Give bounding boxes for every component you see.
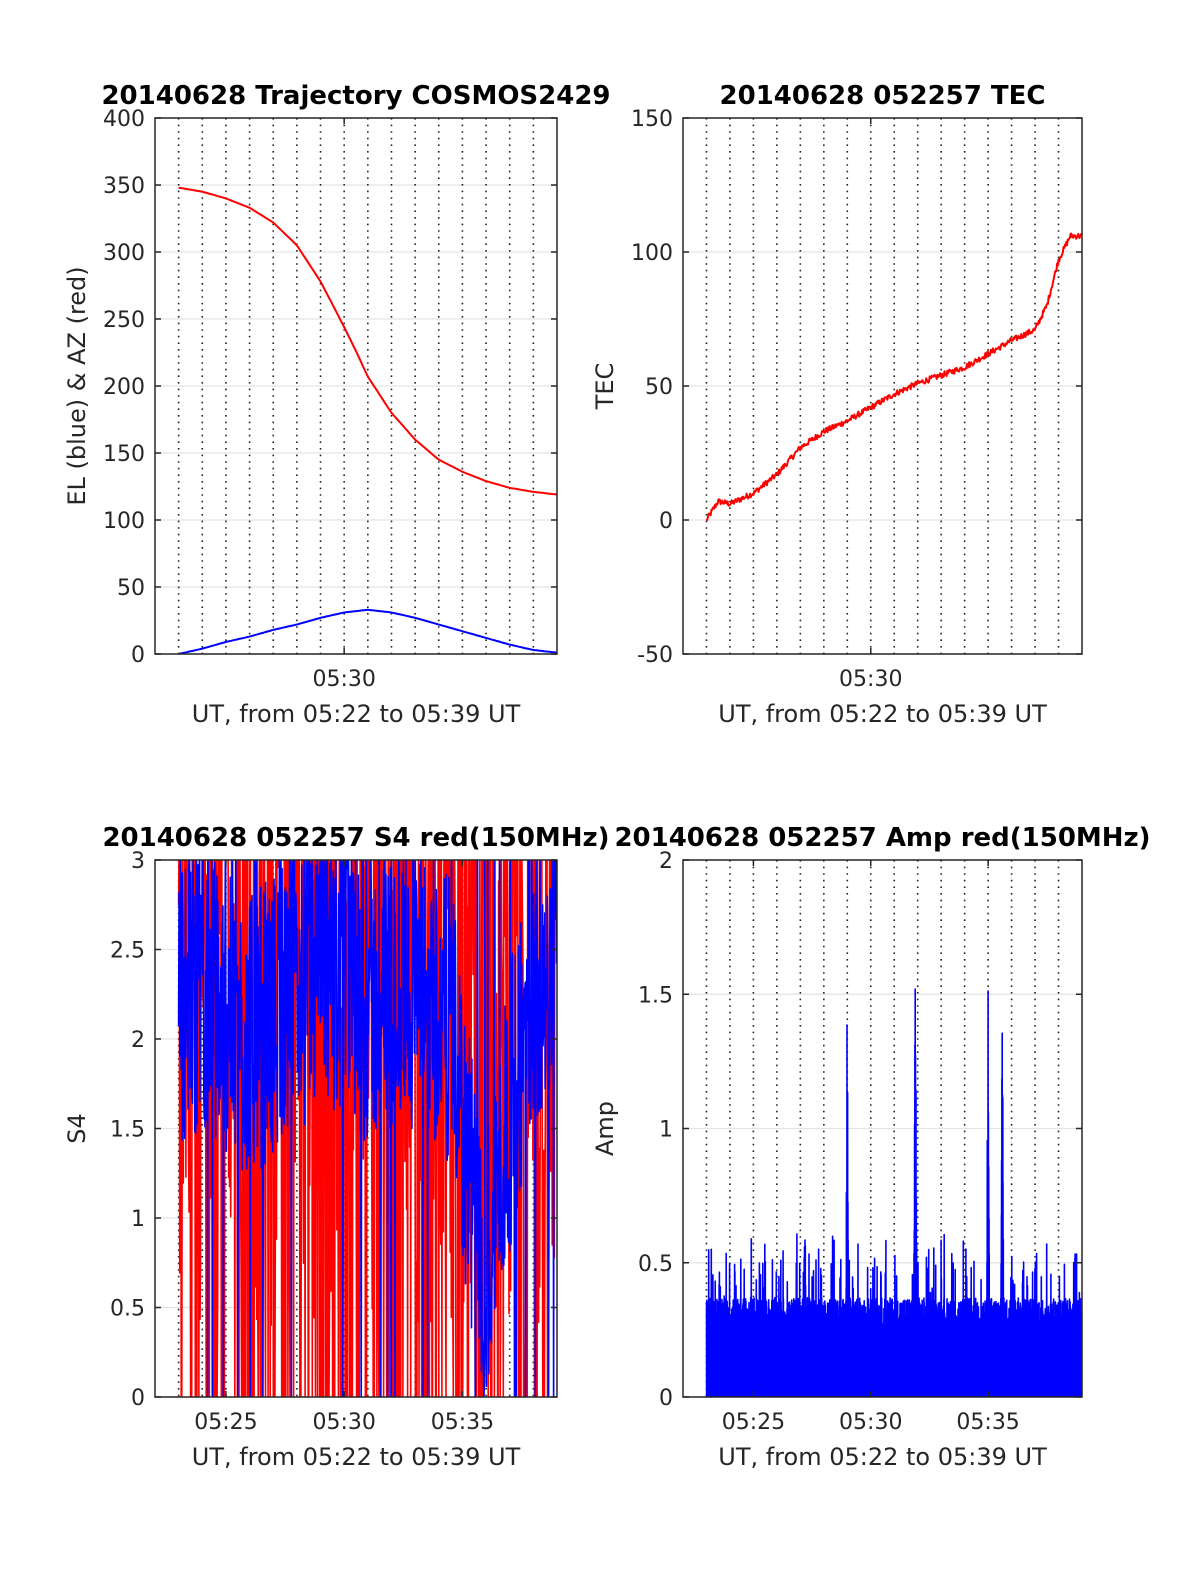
x-tick-label: 05:35 — [431, 1410, 494, 1435]
series-line-1 — [705, 988, 1082, 1397]
y-tick-label: 150 — [631, 107, 673, 132]
y-tick-label: 1.5 — [638, 983, 673, 1008]
y-tick-label: 250 — [103, 308, 145, 333]
y-tick-label: 200 — [103, 375, 145, 400]
chart-title: 20140628 052257 S4 red(150MHz) — [102, 823, 609, 853]
y-tick-label: 3 — [131, 849, 145, 874]
y-tick-label: 1 — [659, 1118, 673, 1143]
series-line-1 — [178, 186, 557, 496]
series-group — [705, 232, 1082, 521]
series-line-2 — [178, 608, 557, 654]
y-tick-label: -50 — [637, 643, 673, 668]
chart-2: -50 0 50 100 150 05:30 20140628 052257 TEC UT, … — [591, 81, 1083, 728]
y-tick-label: 0.5 — [110, 1297, 145, 1322]
series-group — [177, 860, 557, 1397]
y-tick-label: 50 — [117, 576, 145, 601]
x-tick-label: 05:35 — [956, 1410, 1019, 1435]
y-tick-label: 300 — [103, 241, 145, 266]
y-tick-label: 0 — [659, 509, 673, 534]
series-group — [178, 186, 557, 654]
series-group — [705, 988, 1082, 1397]
x-axis-label: UT, from 05:22 to 05:39 UT — [192, 1443, 521, 1471]
y-tick-label: 350 — [103, 174, 145, 199]
y-tick-label: 0.5 — [638, 1252, 673, 1277]
x-tick-label: 05:30 — [312, 667, 375, 692]
chart-4: 0 0.5 1 1.5 2 05:25 05:30 05:35 20140628 052257 … — [591, 823, 1151, 1471]
x-tick-label: 05:30 — [839, 1410, 902, 1435]
chart-title: 20140628 052257 Amp red(150MHz) — [614, 823, 1150, 853]
y-tick-label: 2.5 — [110, 939, 145, 964]
y-tick-label: 50 — [645, 375, 673, 400]
series-line-2 — [177, 860, 557, 1397]
y-tick-label: 100 — [103, 509, 145, 534]
y-tick-label: 0 — [659, 1386, 673, 1411]
x-tick-label: 05:30 — [312, 1410, 375, 1435]
y-axis-label: TEC — [591, 363, 619, 411]
y-axis-label: S4 — [63, 1113, 91, 1144]
y-axis-label: EL (blue) & AZ (red) — [63, 266, 91, 505]
y-tick-label: 100 — [631, 241, 673, 266]
y-axis-label: Amp — [591, 1101, 619, 1156]
y-tick-label: 2 — [659, 849, 673, 874]
chart-title: 20140628 Trajectory COSMOS2429 — [101, 81, 610, 111]
chart-1: 0 50 100 150 200 250 300 350 400 05:30 20140628 Tr… — [63, 81, 611, 728]
y-tick-label: 1 — [131, 1207, 145, 1232]
x-axis-label: UT, from 05:22 to 05:39 UT — [718, 700, 1047, 728]
chart-title: 20140628 052257 TEC — [720, 81, 1046, 111]
x-tick-label: 05:25 — [194, 1410, 257, 1435]
y-tick-label: 150 — [103, 442, 145, 467]
y-tick-label: 0 — [131, 643, 145, 668]
series-line-1 — [705, 232, 1082, 521]
y-tick-label: 1.5 — [110, 1118, 145, 1143]
x-axis-label: UT, from 05:22 to 05:39 UT — [192, 700, 521, 728]
x-axis-label: UT, from 05:22 to 05:39 UT — [718, 1443, 1047, 1471]
x-tick-label: 05:25 — [722, 1410, 785, 1435]
y-tick-label: 2 — [131, 1028, 145, 1053]
y-tick-label: 0 — [131, 1386, 145, 1411]
y-tick-label: 400 — [103, 107, 145, 132]
x-tick-label: 05:30 — [839, 667, 902, 692]
chart-3: 0 0.5 1 1.5 2 2.5 3 05:25 05:30 05:35 20140628 052… — [63, 823, 610, 1471]
